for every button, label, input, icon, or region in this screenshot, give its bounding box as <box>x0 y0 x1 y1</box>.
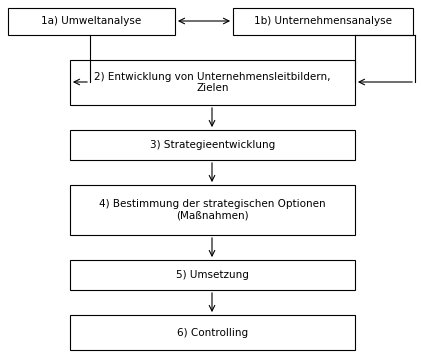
Text: 6) Controlling: 6) Controlling <box>177 327 248 338</box>
Text: 2) Entwicklung von Unternehmensleitbildern,
Zielen: 2) Entwicklung von Unternehmensleitbilde… <box>94 72 331 93</box>
Bar <box>233 8 413 35</box>
Bar <box>70 60 355 105</box>
Text: 3) Strategieentwicklung: 3) Strategieentwicklung <box>150 140 275 150</box>
Text: 1a) Umweltanalyse: 1a) Umweltanalyse <box>41 16 141 26</box>
Bar <box>70 315 355 350</box>
Bar <box>70 130 355 160</box>
Text: 1b) Unternehmensanalyse: 1b) Unternehmensanalyse <box>254 16 392 26</box>
Text: 5) Umsetzung: 5) Umsetzung <box>176 270 249 280</box>
Bar <box>8 8 175 35</box>
Text: 4) Bestimmung der strategischen Optionen
(Maßnahmen): 4) Bestimmung der strategischen Optionen… <box>99 199 326 221</box>
Bar <box>70 260 355 290</box>
Bar <box>70 185 355 235</box>
